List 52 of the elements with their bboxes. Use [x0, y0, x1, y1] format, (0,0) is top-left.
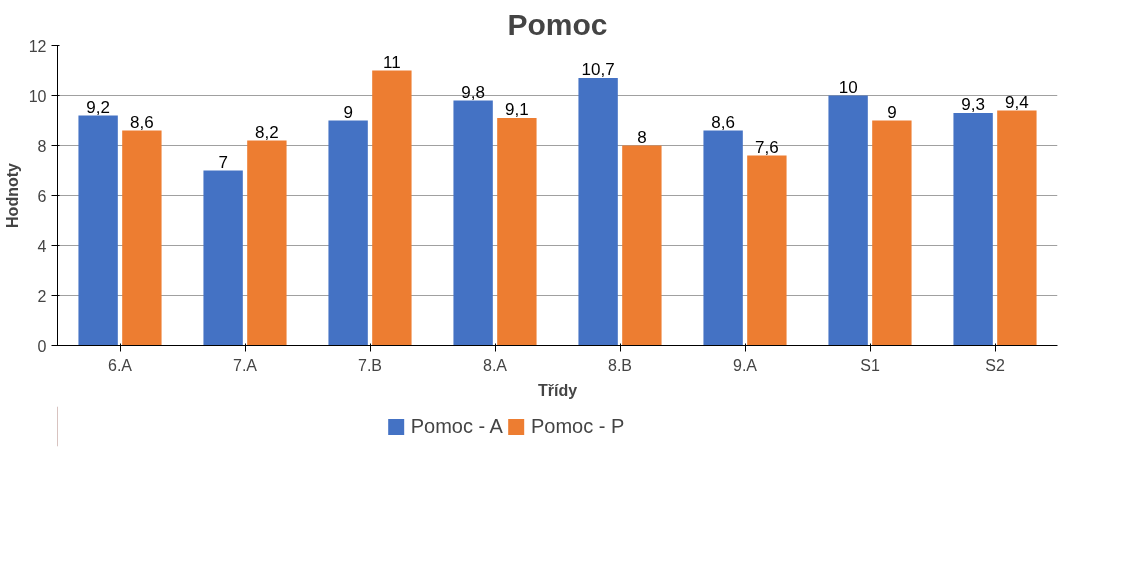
bar [372, 70, 412, 346]
x-tick-label: 7.A [232, 356, 258, 374]
bar [997, 110, 1037, 346]
data-label: 9,8 [461, 82, 485, 102]
bar [203, 170, 243, 346]
bar [703, 130, 743, 346]
legend-label: Pomoc - A [410, 414, 503, 438]
data-label: 9 [343, 102, 353, 122]
bar [78, 115, 118, 346]
bar [328, 120, 368, 346]
y-tick-label: 4 [37, 237, 47, 255]
data-label: 11 [383, 52, 401, 72]
bar [872, 120, 912, 346]
x-axis-title: Třídy [537, 381, 578, 399]
data-label: 9,4 [1005, 92, 1029, 112]
data-label: 8 [637, 127, 647, 147]
bar [578, 78, 618, 346]
bar [747, 155, 787, 346]
bar [497, 118, 537, 346]
y-axis-title: Hodnoty [3, 162, 21, 228]
x-tick-label: S2 [985, 356, 1005, 374]
data-label: 8,6 [130, 112, 154, 132]
data-label: 10,7 [581, 60, 615, 79]
data-label: 9,2 [86, 97, 110, 117]
data-label: 7,6 [755, 137, 779, 157]
bar [953, 113, 993, 346]
chart-title: Pomoc [507, 7, 608, 41]
legend-label: Pomoc - P [530, 414, 625, 438]
bar [122, 130, 162, 346]
data-label: 7 [218, 152, 228, 172]
data-label: 8,6 [711, 112, 735, 132]
y-tick-label: 6 [37, 187, 47, 205]
bar [453, 100, 493, 346]
x-tick-label: 6.A [107, 356, 133, 374]
y-tick-label: 0 [37, 337, 47, 355]
y-tick-label: 12 [28, 37, 47, 55]
data-label: 10 [838, 77, 858, 97]
bar [828, 95, 868, 346]
x-tick-label: 9.A [732, 356, 758, 374]
x-tick-label: 8.A [482, 356, 508, 374]
x-tick-label: 8.B [607, 356, 633, 374]
data-label: 9,1 [505, 100, 529, 119]
y-tick-label: 2 [37, 287, 47, 305]
y-tick-label: 8 [37, 137, 47, 155]
data-label: 9 [887, 102, 897, 122]
data-label: 8,2 [255, 122, 279, 142]
bar [622, 145, 662, 346]
x-tick-label: 7.B [357, 356, 383, 374]
x-tick-label: S1 [860, 356, 880, 374]
bar [247, 140, 287, 346]
y-tick-label: 10 [28, 87, 47, 105]
data-label: 9,3 [961, 95, 985, 114]
